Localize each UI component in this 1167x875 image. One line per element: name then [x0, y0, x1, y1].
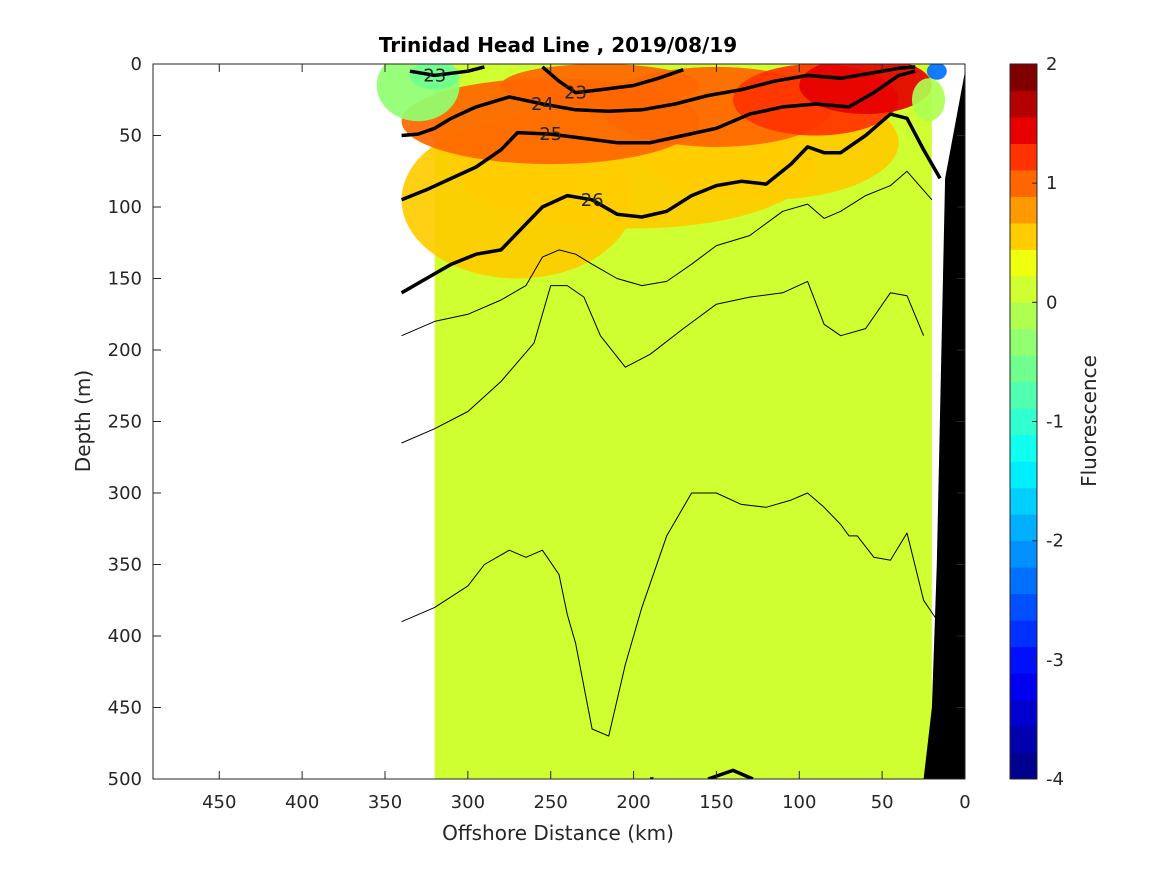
contour-label-25: 25	[539, 124, 562, 145]
fluorescence-patch	[926, 64, 947, 80]
y-axis: 0 50 100 150 200 250 300 350 400 450 500	[108, 54, 965, 790]
contour-label-24: 24	[531, 94, 554, 115]
y-tick-label: 500	[108, 769, 142, 790]
x-tick-label: 450	[202, 792, 236, 813]
colorbar-segment	[1010, 487, 1037, 515]
colorbar-segment	[1010, 249, 1037, 277]
contour-label-26: 26	[581, 190, 604, 211]
y-tick-label: 400	[108, 626, 142, 647]
y-tick-label: 350	[108, 555, 142, 576]
colorbar-tick-label: 1	[1046, 173, 1057, 194]
x-tick-label: 400	[285, 792, 319, 813]
colorbar-segment	[1010, 116, 1037, 144]
density-contour-8	[401, 280, 925, 444]
colorbar-tick-label: -3	[1046, 650, 1064, 671]
colorbar-segment	[1010, 355, 1037, 383]
colorbar-tick-label: -1	[1046, 412, 1064, 433]
y-tick-label: 100	[108, 197, 142, 218]
colorbar-segment	[1010, 514, 1037, 542]
x-tick-label: 300	[451, 792, 485, 813]
colorbar-segment	[1010, 461, 1037, 489]
colorbar-segment	[1010, 752, 1037, 780]
colorbar-segment	[1010, 726, 1037, 754]
x-tick-label: 0	[959, 792, 970, 813]
colorbar-segment	[1010, 673, 1037, 701]
x-tick-label: 350	[368, 792, 402, 813]
colorbar-tick-label: -2	[1046, 531, 1064, 552]
fluorescence-field	[376, 64, 947, 779]
density-contour-25	[400, 69, 916, 202]
colorbar-segment	[1010, 434, 1037, 462]
y-tick-label: 300	[108, 483, 142, 504]
y-axis-label: Depth (m)	[71, 370, 95, 472]
x-tick-label: 250	[534, 792, 568, 813]
colorbar-segment	[1010, 593, 1037, 621]
y-tick-label: 250	[108, 412, 142, 433]
density-contour-24	[401, 65, 916, 138]
colorbar-segment	[1010, 699, 1037, 727]
density-contour-23	[409, 65, 485, 78]
density-contour-7	[401, 170, 933, 337]
colorbar-segment	[1010, 143, 1037, 171]
colorbar-tick-label: 0	[1046, 292, 1057, 313]
colorbar-segment	[1010, 64, 1037, 91]
y-tick-label: 50	[119, 126, 142, 147]
colorbar-segment	[1010, 90, 1037, 118]
density-contours: 23 23 24 25 26	[400, 65, 942, 779]
colorbar-segment	[1010, 302, 1037, 330]
colorbar-tick-label: 2	[1046, 54, 1057, 75]
density-contour-26	[400, 112, 942, 295]
x-axis-label: Offshore Distance (km)	[442, 821, 674, 845]
colorbar: 2 1 0 -1 -2 -3 -4	[1009, 54, 1064, 790]
colorbar-segment	[1010, 540, 1037, 568]
colorbar-segment	[1010, 196, 1037, 224]
colorbar-segment	[1010, 328, 1037, 356]
plot-area: 23 23 24 25 26	[152, 63, 966, 780]
colorbar-tick-label: -4	[1046, 769, 1064, 790]
y-tick-label: 150	[108, 269, 142, 290]
seafloor-bathymetry	[923, 71, 965, 779]
x-tick-label: 200	[616, 792, 650, 813]
x-tick-label: 100	[782, 792, 816, 813]
colorbar-segment	[1010, 620, 1037, 648]
x-tick-label: 50	[871, 792, 894, 813]
x-tick-label: 150	[699, 792, 733, 813]
colorbar-segment	[1010, 222, 1037, 250]
density-contour-23	[541, 65, 684, 95]
y-tick-label: 200	[108, 340, 142, 361]
contour-label-23: 23	[423, 65, 446, 86]
chart-title: Trinidad Head Line , 2019/08/19	[379, 33, 737, 57]
y-tick-label: 0	[131, 54, 142, 75]
colorbar-segment	[1010, 567, 1037, 595]
y-tick-label: 450	[108, 698, 142, 719]
colorbar-segment	[1010, 275, 1037, 303]
contour-label-23: 23	[564, 83, 587, 104]
density-contour-9	[401, 492, 941, 737]
colorbar-label: Fluorescence	[1077, 355, 1101, 487]
colorbar-segment	[1010, 381, 1037, 409]
x-axis: 450 400 350 300 250 200 150 100 50 0	[202, 64, 971, 813]
fluorescence-patch	[911, 78, 946, 122]
